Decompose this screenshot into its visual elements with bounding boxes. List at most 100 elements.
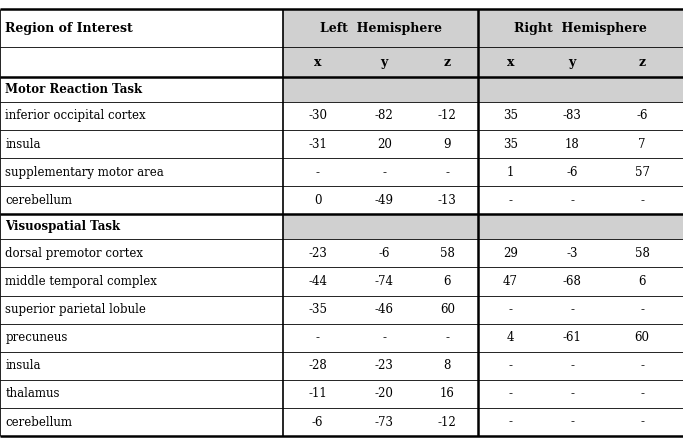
Bar (0, 408, 683, 436)
Text: x: x (314, 56, 321, 69)
Text: -49: -49 (375, 194, 393, 207)
Text: -: - (570, 194, 574, 207)
Bar (0, 239, 683, 267)
Text: 58: 58 (440, 247, 455, 260)
Text: 1: 1 (507, 166, 514, 178)
Bar (0, 267, 683, 295)
Text: -68: -68 (563, 275, 581, 288)
Text: -: - (570, 303, 574, 316)
Bar (478, 214, 683, 239)
Text: -83: -83 (563, 109, 581, 122)
Text: 16: 16 (440, 388, 455, 400)
Text: 35: 35 (503, 138, 518, 150)
Text: -11: -11 (308, 388, 327, 400)
Text: -73: -73 (375, 416, 393, 429)
Text: -12: -12 (438, 109, 457, 122)
Text: middle temporal complex: middle temporal complex (5, 275, 157, 288)
Text: 0: 0 (314, 194, 321, 207)
Text: x: x (507, 56, 514, 69)
Bar (283, 48, 478, 77)
Text: -30: -30 (308, 109, 327, 122)
Text: 57: 57 (635, 166, 650, 178)
Text: supplementary motor area: supplementary motor area (5, 166, 164, 178)
Text: Visuospatial Task: Visuospatial Task (5, 220, 121, 233)
Text: -: - (640, 194, 644, 207)
Bar (478, 77, 683, 102)
Text: -: - (509, 303, 512, 316)
Text: 18: 18 (565, 138, 579, 150)
Text: 20: 20 (377, 138, 391, 150)
Text: -: - (509, 416, 512, 429)
Text: -: - (316, 166, 320, 178)
Text: superior parietal lobule: superior parietal lobule (5, 303, 146, 316)
Text: -35: -35 (308, 303, 327, 316)
Text: dorsal premotor cortex: dorsal premotor cortex (5, 247, 143, 260)
Text: y: y (380, 56, 388, 69)
Text: insula: insula (5, 138, 41, 150)
Text: Right  Hemisphere: Right Hemisphere (514, 22, 647, 35)
Text: -: - (570, 359, 574, 372)
Bar (478, 48, 683, 77)
Text: 6: 6 (444, 275, 451, 288)
Text: precuneus: precuneus (5, 331, 68, 344)
Text: y: y (568, 56, 576, 69)
Text: -6: -6 (637, 109, 647, 122)
Text: -: - (640, 303, 644, 316)
Bar (0, 158, 683, 186)
Text: 29: 29 (503, 247, 518, 260)
Text: -: - (509, 388, 512, 400)
Text: -: - (382, 166, 386, 178)
Text: -6: -6 (312, 416, 323, 429)
Text: -: - (640, 416, 644, 429)
Bar (0, 130, 683, 158)
Text: -: - (570, 416, 574, 429)
Bar (283, 214, 478, 239)
Text: 6: 6 (639, 275, 645, 288)
Text: -23: -23 (375, 359, 393, 372)
Bar (0, 102, 683, 130)
Text: -44: -44 (308, 275, 327, 288)
Bar (0, 380, 683, 408)
Text: -6: -6 (566, 166, 578, 178)
Text: insula: insula (5, 359, 41, 372)
Text: 60: 60 (635, 331, 650, 344)
Text: thalamus: thalamus (5, 388, 60, 400)
Text: 7: 7 (639, 138, 645, 150)
Text: -: - (640, 388, 644, 400)
Text: -82: -82 (375, 109, 393, 122)
Text: -74: -74 (375, 275, 393, 288)
Text: -28: -28 (308, 359, 327, 372)
Text: -: - (445, 166, 449, 178)
Text: z: z (639, 56, 645, 69)
Text: 9: 9 (444, 138, 451, 150)
Bar (283, 77, 478, 102)
Text: Region of Interest: Region of Interest (5, 22, 133, 35)
Text: inferior occipital cortex: inferior occipital cortex (5, 109, 146, 122)
Text: -6: -6 (378, 247, 390, 260)
Bar (0, 48, 283, 77)
Text: -: - (640, 359, 644, 372)
Bar (0, 352, 683, 380)
Text: -: - (445, 331, 449, 344)
Text: 58: 58 (635, 247, 650, 260)
Text: -13: -13 (438, 194, 457, 207)
Text: Motor Reaction Task: Motor Reaction Task (5, 83, 143, 96)
Bar (283, 9, 478, 48)
Text: z: z (444, 56, 451, 69)
Bar (0, 77, 283, 102)
Text: 4: 4 (507, 331, 514, 344)
Text: -: - (382, 331, 386, 344)
Text: -12: -12 (438, 416, 457, 429)
Text: 35: 35 (503, 109, 518, 122)
Text: cerebellum: cerebellum (5, 416, 72, 429)
Bar (0, 295, 683, 324)
Bar (0, 214, 283, 239)
Text: 47: 47 (503, 275, 518, 288)
Bar (478, 9, 683, 48)
Text: -20: -20 (375, 388, 393, 400)
Text: 8: 8 (444, 359, 451, 372)
Bar (0, 9, 283, 48)
Text: -: - (509, 359, 512, 372)
Text: -: - (316, 331, 320, 344)
Bar (0, 186, 683, 214)
